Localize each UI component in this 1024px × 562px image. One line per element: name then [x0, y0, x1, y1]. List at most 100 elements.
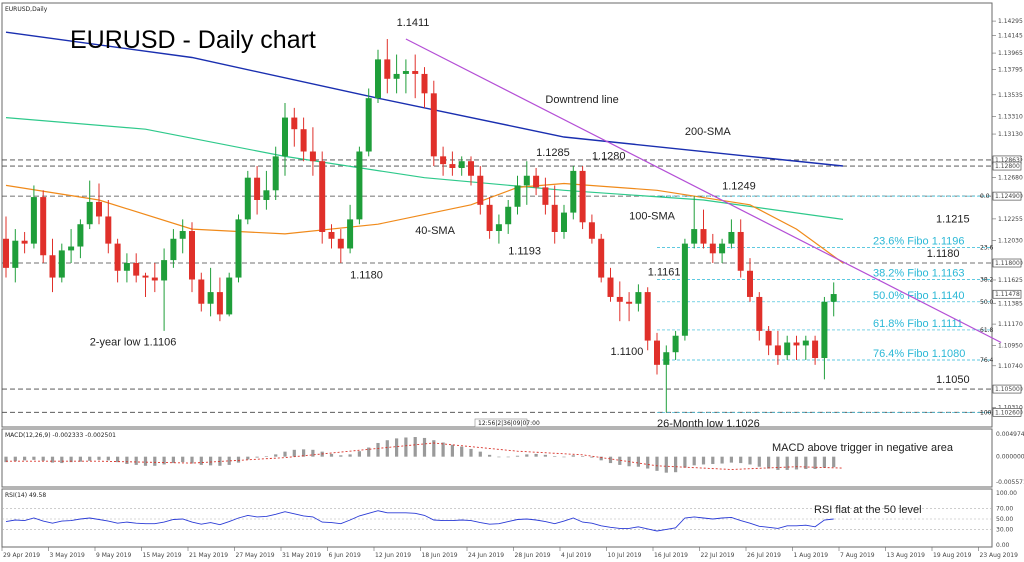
candle-body-85 — [793, 342, 800, 346]
candle-body-74 — [691, 229, 698, 244]
macd-bar-43 — [404, 437, 408, 457]
candle-body-20 — [189, 231, 195, 280]
candle-body-60 — [561, 212, 567, 232]
date-tick-20: 19 Aug 2019 — [933, 552, 972, 559]
macd-bar-48 — [450, 444, 454, 457]
macd-bar-55 — [515, 455, 520, 457]
candle-body-11 — [105, 216, 112, 244]
candle-body-19 — [179, 231, 186, 239]
candle-body-43 — [402, 71, 409, 74]
candle-body-21 — [198, 279, 205, 304]
rsi-annotation: RSI flat at the 50 level — [814, 504, 922, 516]
candle-body-4 — [40, 197, 47, 256]
price-tick-4: 1.13535 — [998, 92, 1023, 99]
candle-body-18 — [170, 238, 177, 261]
candle-body-25 — [235, 219, 242, 278]
macd-bar-44 — [413, 437, 417, 457]
macd-bar-62 — [581, 456, 585, 457]
macd-bar-63 — [590, 456, 594, 458]
macd-bar-20 — [190, 456, 194, 464]
candle-body-89 — [830, 294, 837, 302]
candle-body-77 — [719, 243, 726, 254]
macd-bar-65 — [608, 456, 613, 464]
candle-body-0 — [3, 238, 9, 268]
macd-tick-1: 0.000000 — [996, 454, 1024, 461]
line-label-0: Downtrend line — [545, 94, 618, 106]
macd-bar-45 — [422, 437, 427, 457]
candle-body-59 — [551, 204, 558, 232]
candle-body-5 — [49, 255, 56, 278]
macd-series: 0.004974 0.000000 -0.005571 — [4, 431, 1024, 486]
macd-bar-9 — [88, 456, 92, 461]
chart-title: EURUSD - Daily chart — [70, 26, 316, 54]
date-tick-4: 21 May 2019 — [189, 552, 228, 559]
candle-body-70 — [654, 340, 660, 365]
candle-body-64 — [598, 238, 605, 278]
macd-bar-86 — [804, 456, 808, 470]
macd-bar-5 — [50, 456, 55, 463]
macd-bar-50 — [469, 448, 473, 457]
price-annotation-3: 1.1249 — [722, 180, 756, 192]
candle-body-56 — [523, 175, 530, 186]
macd-label: MACD(12,26,9) -0.002333 -0.002501 — [5, 432, 116, 439]
price-annotation-2: 1.1280 — [592, 151, 626, 163]
candle-body-62 — [579, 170, 586, 223]
line-label-1: 200-SMA — [685, 126, 732, 138]
candle-body-42 — [393, 73, 400, 79]
candle-body-17 — [161, 260, 168, 281]
macd-bar-7 — [69, 456, 73, 463]
rsi-line — [5, 510, 834, 532]
candle-body-53 — [495, 224, 502, 232]
price-annotation-8: 1.1100 — [611, 346, 644, 358]
fibo-pct-0: 23.6 — [980, 244, 994, 251]
macd-bar-11 — [106, 456, 110, 461]
macd-bar-13 — [125, 456, 129, 464]
date-tick-10: 24 Jun 2019 — [468, 552, 504, 559]
price-tick-17: 1.10740 — [998, 363, 1023, 370]
macd-bar-70 — [655, 456, 659, 471]
macd-bar-30 — [283, 451, 287, 457]
candle-body-36 — [337, 238, 344, 249]
date-tick-1: 3 May 2019 — [50, 552, 85, 559]
date-tick-0: 29 Apr 2019 — [3, 552, 40, 559]
candle-body-52 — [486, 204, 493, 232]
candle-body-47 — [440, 156, 447, 165]
rsi-tick-2: 50.00 — [996, 516, 1013, 523]
candle-body-78 — [728, 231, 735, 244]
candle-body-40 — [375, 59, 381, 99]
price-tick-14: 1.11385 — [998, 300, 1023, 307]
macd-bar-22 — [209, 456, 213, 466]
candle-body-54 — [505, 206, 512, 225]
candle-body-87 — [812, 340, 819, 359]
macd-bar-79 — [739, 456, 743, 464]
date-tick-14: 16 Jul 2019 — [654, 552, 688, 559]
candle-body-48 — [449, 164, 456, 168]
symbol-label: EURUSD,Daily — [5, 6, 48, 13]
candle-body-73 — [681, 243, 688, 336]
candle-body-67 — [626, 301, 633, 304]
date-tick-3: 15 May 2019 — [143, 552, 182, 559]
price-tick-13: 1.11625 — [998, 277, 1023, 284]
macd-bar-33 — [311, 449, 315, 457]
price-tick-2: 1.13965 — [998, 50, 1023, 57]
candle-body-33 — [309, 151, 316, 162]
candle-body-2 — [21, 240, 28, 244]
macd-bar-2 — [23, 456, 27, 461]
macd-bar-47 — [441, 442, 445, 457]
sma-200-line — [5, 31, 844, 167]
price-flag-text-0: 1.12863 — [995, 157, 1020, 164]
price-annotation-1: 1.1285 — [536, 147, 570, 159]
date-tick-18: 7 Aug 2019 — [840, 552, 875, 559]
sma-100-line — [5, 117, 844, 220]
candle-body-82 — [765, 330, 772, 346]
date-tick-2: 9 May 2019 — [96, 552, 131, 559]
candle-body-15 — [142, 275, 149, 278]
price-annotation-9: 1.1180 — [927, 248, 960, 260]
candle-body-72 — [672, 335, 679, 353]
sma-40-line — [5, 182, 844, 264]
macd-bar-19 — [181, 456, 185, 463]
candle-body-75 — [700, 229, 707, 244]
candle-body-65 — [607, 277, 614, 297]
candle-body-16 — [151, 277, 158, 281]
